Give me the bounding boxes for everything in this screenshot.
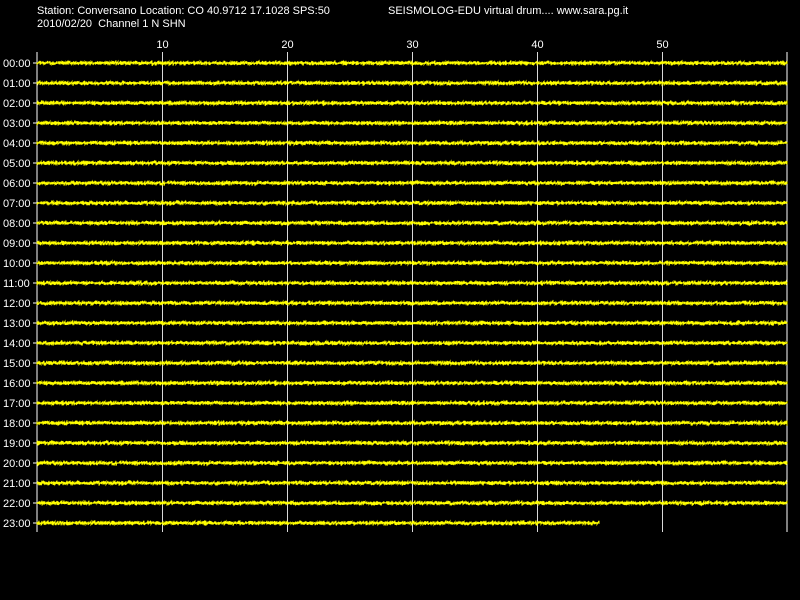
hour-label: 09:00 bbox=[3, 238, 31, 250]
hour-label: 18:00 bbox=[3, 418, 31, 430]
hour-label: 04:00 bbox=[3, 138, 31, 150]
hour-label: 20:00 bbox=[3, 458, 31, 470]
seismic-trace bbox=[36, 119, 788, 127]
hour-label: 22:00 bbox=[3, 498, 31, 510]
hour-label: 01:00 bbox=[3, 78, 31, 90]
seismic-trace bbox=[36, 439, 788, 447]
seismic-trace bbox=[36, 159, 788, 167]
seismic-trace bbox=[36, 259, 788, 267]
hour-label: 13:00 bbox=[3, 318, 31, 330]
drum-title: SEISMOLOG-EDU virtual drum.... www.sara.… bbox=[388, 5, 629, 17]
seismic-trace bbox=[36, 339, 788, 347]
seismic-trace bbox=[36, 239, 788, 247]
seismic-trace bbox=[36, 359, 788, 367]
x-tick-label: 30 bbox=[406, 39, 418, 51]
seismic-trace bbox=[36, 299, 788, 307]
hour-label: 08:00 bbox=[3, 218, 31, 230]
hour-label: 02:00 bbox=[3, 98, 31, 110]
hour-label: 14:00 bbox=[3, 338, 31, 350]
hour-label: 11:00 bbox=[3, 278, 30, 290]
seismic-trace bbox=[36, 479, 788, 487]
seismic-trace bbox=[36, 219, 788, 227]
hour-label: 05:00 bbox=[3, 158, 31, 170]
station-info: Station: Conversano Location: CO 40.9712… bbox=[37, 5, 330, 17]
hour-label: 10:00 bbox=[3, 258, 31, 270]
seismic-trace bbox=[36, 59, 788, 67]
seismic-trace bbox=[36, 179, 788, 187]
seismic-trace bbox=[36, 279, 788, 287]
seismic-trace bbox=[36, 419, 788, 427]
date-channel-info: 2010/02/20 Channel 1 N SHN bbox=[37, 18, 186, 30]
hour-label: 15:00 bbox=[3, 358, 31, 370]
hour-label: 16:00 bbox=[3, 378, 31, 390]
seismic-trace bbox=[36, 379, 788, 387]
seismic-trace bbox=[36, 499, 788, 507]
seismic-trace bbox=[36, 459, 788, 467]
hour-label: 17:00 bbox=[3, 398, 31, 410]
seismic-trace bbox=[36, 79, 788, 87]
seismic-trace bbox=[36, 519, 600, 527]
seismic-trace bbox=[36, 99, 788, 107]
hour-label: 07:00 bbox=[3, 198, 31, 210]
x-tick-label: 50 bbox=[656, 39, 668, 51]
seismic-trace bbox=[36, 199, 788, 207]
hour-label: 19:00 bbox=[3, 438, 31, 450]
seismic-trace bbox=[36, 399, 788, 407]
x-tick-label: 10 bbox=[156, 39, 168, 51]
hour-label: 06:00 bbox=[3, 178, 31, 190]
hour-label: 21:00 bbox=[3, 478, 31, 490]
hour-label: 12:00 bbox=[3, 298, 31, 310]
seismic-trace bbox=[36, 139, 788, 147]
hour-label: 23:00 bbox=[3, 518, 31, 530]
x-tick-label: 20 bbox=[281, 39, 293, 51]
seismic-trace bbox=[36, 319, 788, 327]
x-tick-label: 40 bbox=[531, 39, 543, 51]
hour-label: 00:00 bbox=[3, 58, 31, 70]
hour-label: 03:00 bbox=[3, 118, 31, 130]
